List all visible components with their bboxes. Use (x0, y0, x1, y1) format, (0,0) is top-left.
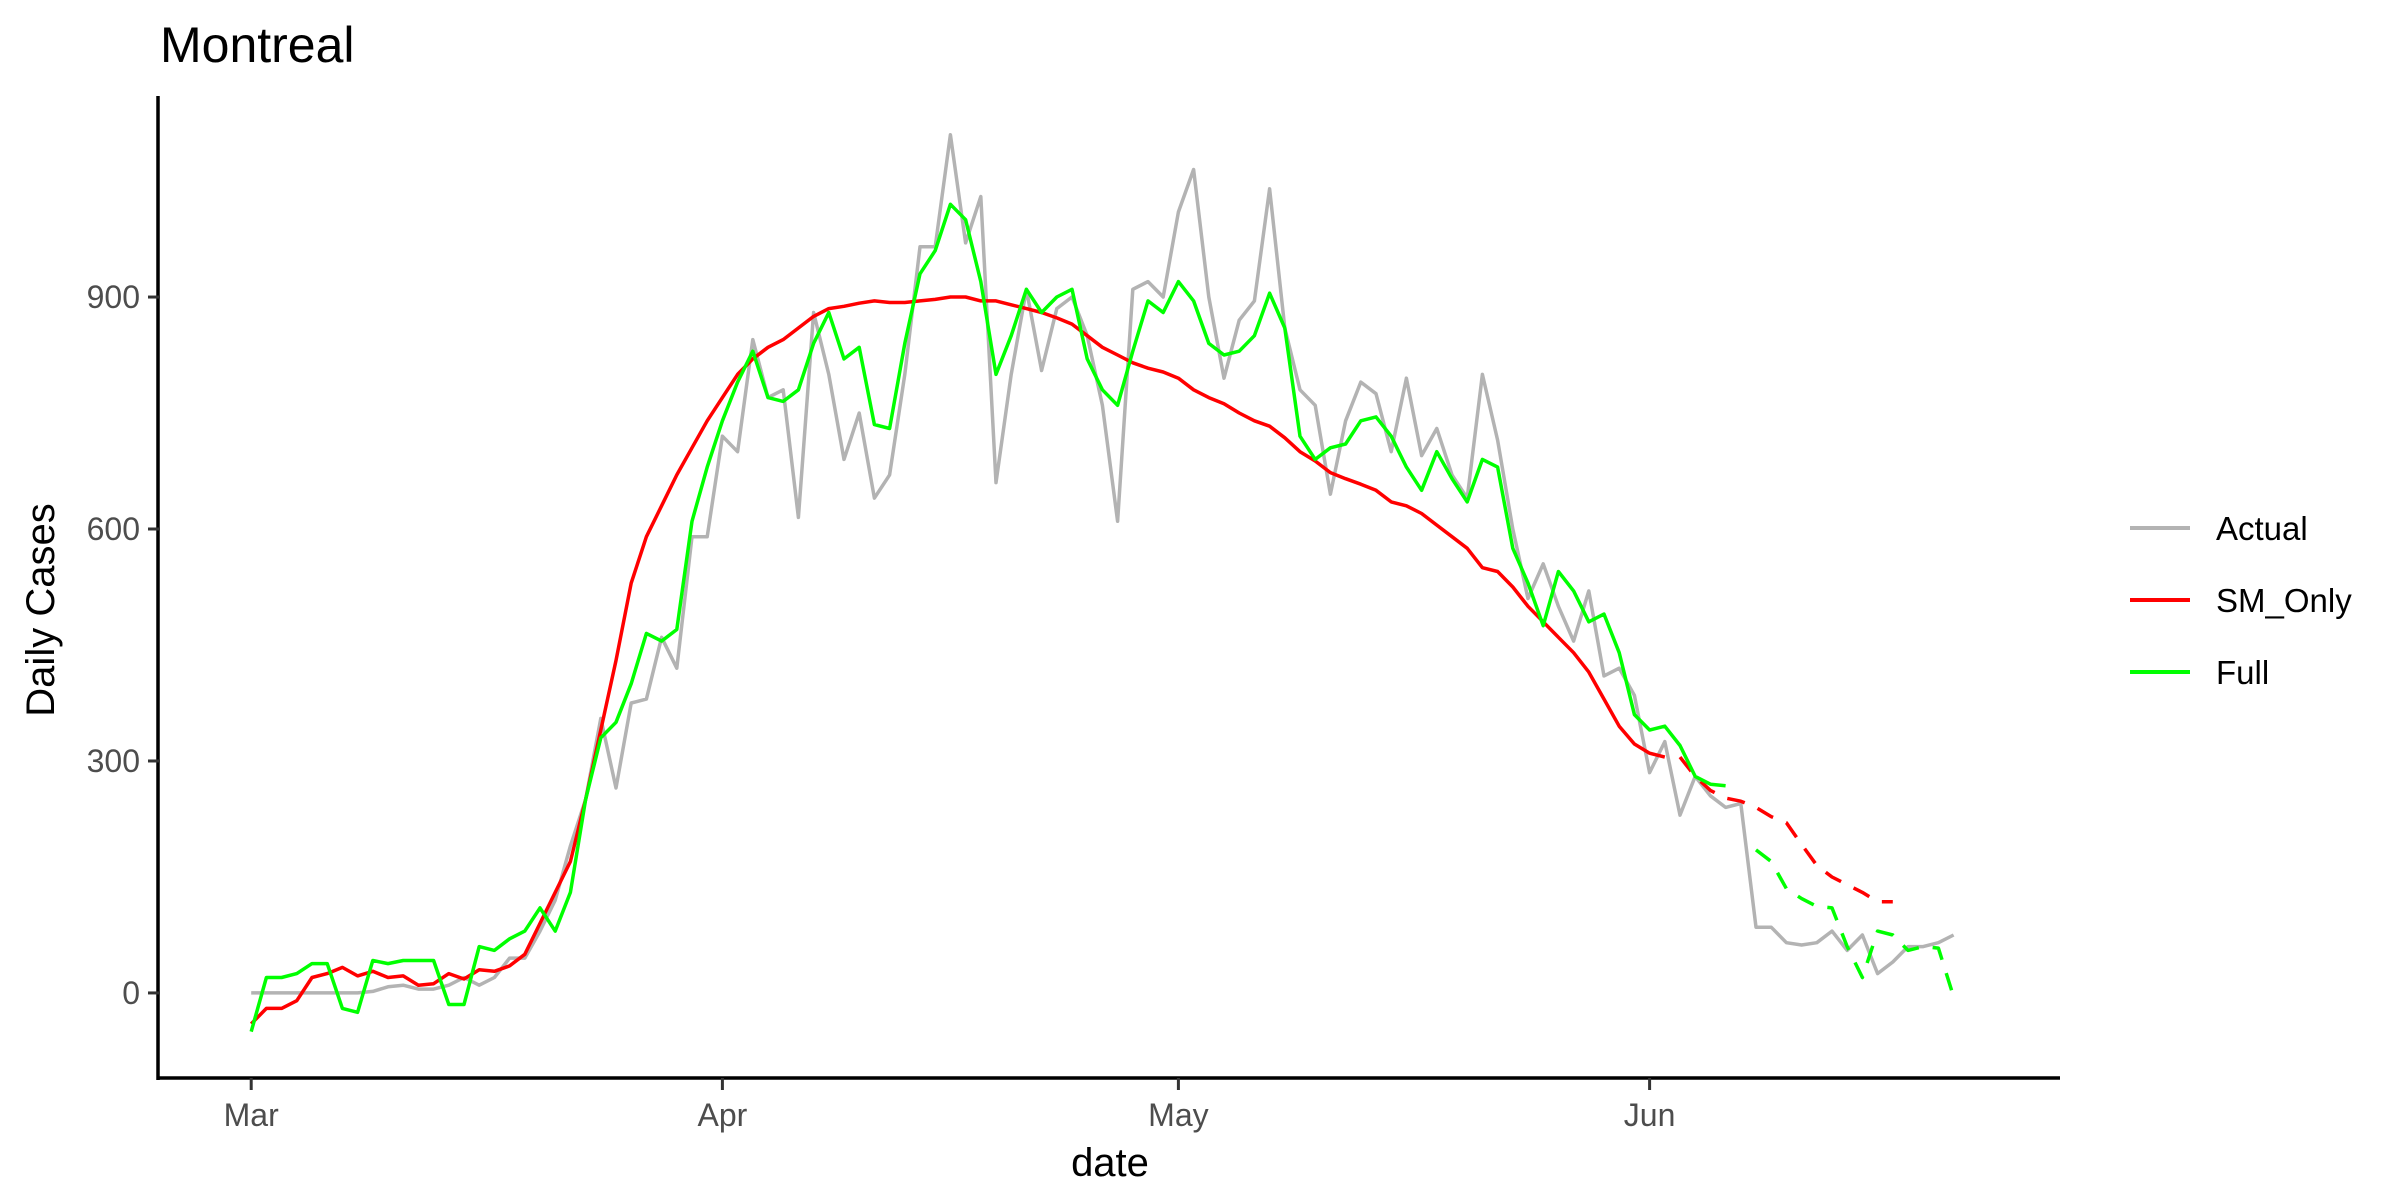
series-line-sm-only-forecast (1678, 756, 1893, 904)
legend: Actual SM_Only Full (2130, 510, 2352, 691)
plot-area (249, 132, 1956, 1033)
series-line-sm-only (249, 295, 1666, 1026)
y-tick-label: 300 (87, 743, 140, 779)
series-line-full (249, 202, 1726, 1033)
x-tick-label: Apr (698, 1097, 748, 1133)
legend-label-actual: Actual (2216, 510, 2308, 547)
x-tick-label: May (1148, 1097, 1208, 1133)
y-axis-title: Daily Cases (19, 503, 63, 716)
series-line-actual (251, 132, 1955, 995)
x-axis: Mar Apr May Jun (224, 1078, 1676, 1133)
y-tick-label: 600 (87, 511, 140, 547)
x-axis-title: date (1071, 1141, 1149, 1185)
y-tick-label: 0 (122, 975, 140, 1011)
chart-title: Montreal (160, 17, 355, 73)
y-axis: 0 300 600 900 (87, 279, 160, 1011)
legend-label-full: Full (2216, 654, 2269, 691)
x-tick-label: Jun (1624, 1097, 1676, 1133)
y-tick-label: 900 (87, 279, 140, 315)
series-line-full-forecast (1754, 848, 1956, 998)
legend-label-sm-only: SM_Only (2216, 582, 2352, 619)
x-tick-label: Mar (224, 1097, 279, 1133)
